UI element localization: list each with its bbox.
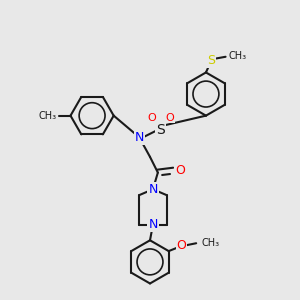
Text: S: S: [207, 54, 215, 67]
Text: O: O: [176, 164, 185, 177]
Text: O: O: [148, 112, 156, 123]
Text: CH₃: CH₃: [39, 111, 57, 121]
Text: O: O: [165, 112, 174, 123]
Text: O: O: [176, 239, 186, 252]
Text: CH₃: CH₃: [201, 238, 219, 248]
Text: N: N: [148, 183, 158, 196]
Text: N: N: [148, 218, 158, 231]
Text: N: N: [134, 131, 144, 144]
Text: CH₃: CH₃: [229, 51, 247, 61]
Text: S: S: [156, 123, 165, 137]
